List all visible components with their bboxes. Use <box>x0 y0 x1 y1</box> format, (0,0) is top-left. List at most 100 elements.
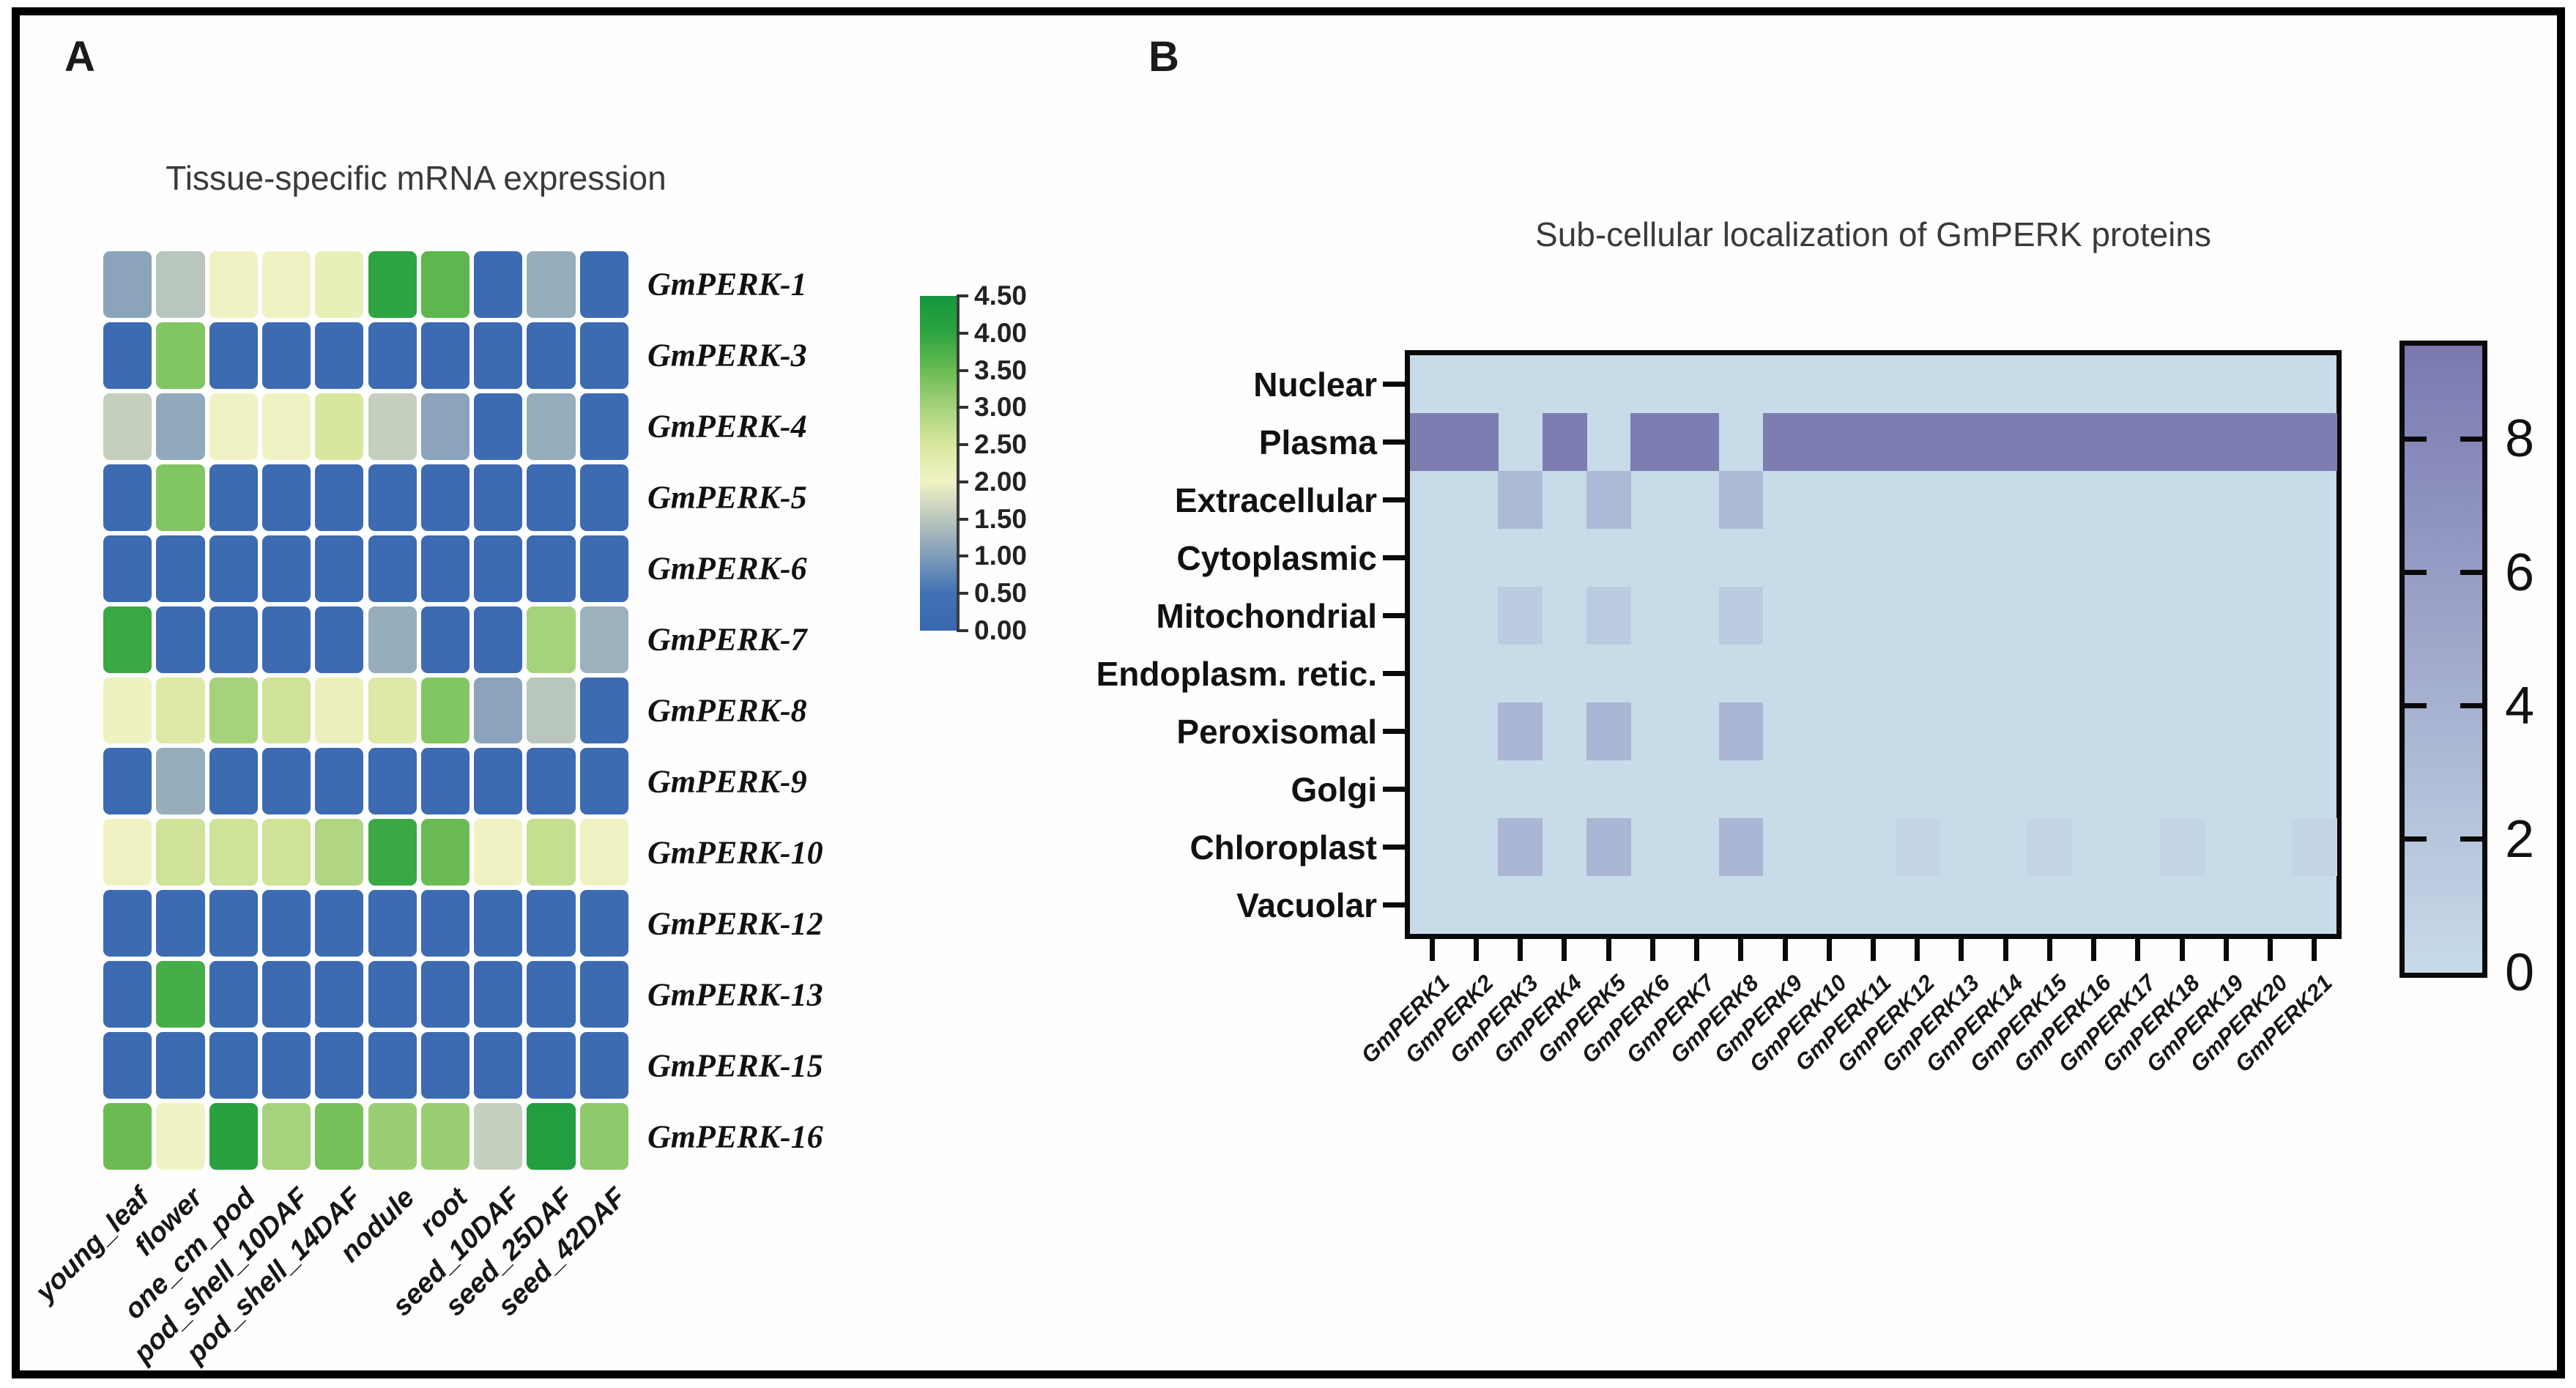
heatmap-b-cell <box>1586 471 1631 530</box>
heatmap-a-cell <box>527 677 576 744</box>
colorbar-a-tick-mark <box>957 294 968 297</box>
heatmap-a-cell <box>156 464 205 531</box>
heatmap-a-cell <box>103 251 152 318</box>
heatmap-b-cell <box>1807 413 1852 472</box>
heatmap-b-cell <box>1895 818 1940 877</box>
heatmap-a-cell <box>579 961 628 1028</box>
heatmap-b-cell <box>1586 587 1631 645</box>
heatmap-a-cell <box>527 322 576 389</box>
heatmap-a-row-label: GmPERK-6 <box>647 550 807 587</box>
heatmap-b-row-label: Peroxisomal <box>1176 712 1377 751</box>
heatmap-b-cell <box>1498 471 1543 530</box>
colorbar-b-tick-label: 4 <box>2505 676 2535 735</box>
heatmap-b-cell <box>1410 413 1455 472</box>
heatmap-a-cell <box>579 1032 628 1099</box>
heatmap-a-cell <box>315 748 364 815</box>
heatmap-a-cell <box>420 464 470 531</box>
heatmap-b-cell <box>2204 413 2249 472</box>
heatmap-b-row-label: Cytoplasmic <box>1176 538 1377 577</box>
heatmap-a-cell <box>474 464 523 531</box>
colorbar-b-tick-label: 0 <box>2505 943 2535 1002</box>
heatmap-a-cell <box>156 535 205 602</box>
heatmap-a-cell <box>579 890 628 957</box>
heatmap-b-column-tick <box>2179 939 2185 961</box>
colorbar-a-tick-mark <box>957 331 968 335</box>
heatmap-b-column-tick <box>2091 939 2097 961</box>
heatmap-b-cell <box>2027 413 2073 472</box>
heatmap-b-cell <box>1454 413 1499 472</box>
heatmap-b-cell <box>1586 702 1631 761</box>
heatmap-a-cell <box>579 322 628 389</box>
heatmap-a-cell <box>209 748 258 815</box>
heatmap-b-cell <box>2027 818 2073 877</box>
heatmap-a-cell <box>103 464 152 531</box>
heatmap-a-cell <box>368 322 417 389</box>
heatmap-a-cell <box>527 606 576 673</box>
heatmap-a-cell <box>579 464 628 531</box>
heatmap-a-cell <box>261 819 311 886</box>
colorbar-a-tick-mark <box>957 480 968 483</box>
heatmap-a-cell <box>527 251 576 318</box>
heatmap-a-cell <box>209 961 258 1028</box>
heatmap-a-cell <box>209 677 258 744</box>
heatmap-b-cell <box>1630 413 1676 472</box>
heatmap-a-cell <box>474 1103 523 1170</box>
heatmap-a-cell <box>156 890 205 957</box>
heatmap-a-cell <box>420 748 470 815</box>
heatmap-a-cell <box>474 322 523 389</box>
heatmap-a-cell <box>209 1103 258 1170</box>
heatmap-b-row-tick <box>1383 613 1405 618</box>
heatmap-a-cell <box>368 1103 417 1170</box>
heatmap-a-cell <box>156 322 205 389</box>
heatmap-b-row-tick <box>1383 439 1405 445</box>
heatmap-a-cell <box>527 748 576 815</box>
heatmap-a-cell <box>368 535 417 602</box>
colorbar-a-tick-mark <box>957 368 968 372</box>
heatmap-b <box>1405 350 2342 939</box>
heatmap-a-cell <box>209 890 258 957</box>
heatmap-a-cell <box>103 819 152 886</box>
heatmap-a-cell <box>103 890 152 957</box>
heatmap-a-cell <box>209 819 258 886</box>
heatmap-b-column-tick <box>1782 939 1788 961</box>
heatmap-a-row-label: GmPERK-4 <box>647 408 807 445</box>
heatmap-b-column-tick <box>1649 939 1655 961</box>
heatmap-a-cell <box>315 890 364 957</box>
heatmap-a-cell <box>315 464 364 531</box>
heatmap-b-column-tick <box>1518 939 1523 961</box>
colorbar-b-tick-label: 8 <box>2505 409 2535 469</box>
heatmap-b-cell <box>2071 413 2117 472</box>
heatmap-a-cell <box>209 251 258 318</box>
heatmap-a-cell <box>315 961 364 1028</box>
heatmap-a-row-label: GmPERK-10 <box>647 834 823 871</box>
heatmap-a-cell <box>368 961 417 1028</box>
heatmap-a-cell <box>261 748 311 815</box>
heatmap-a-cell <box>209 1032 258 1099</box>
heatmap-a-cell <box>579 535 628 602</box>
heatmap-a-cell <box>103 393 152 460</box>
heatmap-a-cell <box>368 748 417 815</box>
heatmap-b-column-tick <box>1871 939 1876 961</box>
heatmap-a-cell <box>527 535 576 602</box>
heatmap-b-cell <box>2248 413 2293 472</box>
colorbar-a-tick-label: 0.50 <box>974 578 1028 609</box>
heatmap-a-cell <box>420 819 470 886</box>
heatmap-a <box>101 249 631 1172</box>
heatmap-b-column-tick <box>1694 939 1700 961</box>
colorbar-a-tick-label: 4.00 <box>974 317 1028 348</box>
heatmap-a-cell <box>474 393 523 460</box>
heatmap-a-cell <box>474 606 523 673</box>
heatmap-a-cell <box>261 535 311 602</box>
heatmap-a-cell <box>474 748 523 815</box>
heatmap-b-row-tick <box>1383 729 1405 734</box>
heatmap-a-cell <box>156 748 205 815</box>
panel-a-title: Tissue-specific mRNA expression <box>166 159 667 197</box>
colorbar-b-tick-mark <box>2460 703 2482 709</box>
heatmap-a-cell <box>209 535 258 602</box>
heatmap-b-row-tick <box>1383 787 1405 792</box>
heatmap-a-cell <box>261 606 311 673</box>
heatmap-b-cell <box>1718 818 1764 877</box>
heatmap-b-column-tick <box>1826 939 1832 961</box>
heatmap-a-cell <box>156 251 205 318</box>
